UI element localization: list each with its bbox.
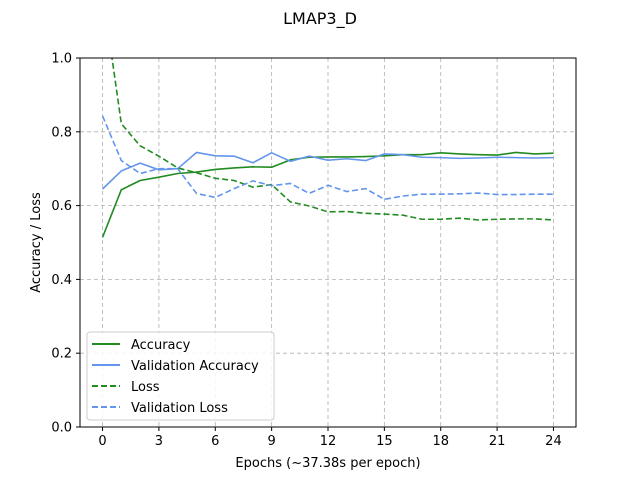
- y-tick-label: 0.0: [51, 421, 72, 436]
- x-tick-label: 15: [376, 434, 393, 449]
- x-tick-label: 0: [98, 434, 106, 449]
- x-tick-label: 24: [545, 434, 562, 449]
- y-tick-label: 0.8: [51, 125, 72, 140]
- y-tick-label: 0.2: [51, 347, 72, 362]
- series-layer: [101, 58, 554, 238]
- x-tick-label: 9: [267, 434, 275, 449]
- y-tick-label: 1.0: [51, 52, 72, 67]
- legend: Accuracy Validation Accuracy Loss Valida…: [86, 331, 275, 421]
- series-line-validation-loss: [101, 115, 554, 201]
- x-tick-label: 6: [211, 434, 219, 449]
- y-tick-label: 0.6: [51, 199, 72, 214]
- chart-title: LMAP3_D: [283, 9, 357, 29]
- series-line-accuracy: [101, 151, 554, 238]
- legend-box: [86, 331, 275, 421]
- x-tick-label: 21: [489, 434, 506, 449]
- legend-label-loss: Loss: [131, 380, 160, 395]
- y-axis-title: Accuracy / Loss: [29, 192, 44, 293]
- y-tick-label: 0.4: [51, 273, 72, 288]
- ticks: 0 3 6 9 12 15 18 21 24 0.0 0.2 0.4 0.6 0.8 1.0: [51, 52, 561, 450]
- legend-label-validation-accuracy: Validation Accuracy: [131, 359, 259, 374]
- x-tick-label: 18: [432, 434, 449, 449]
- x-axis-title: Epochs (~37.38s per epoch): [235, 456, 420, 471]
- legend-label-validation-loss: Validation Loss: [131, 401, 228, 416]
- series-line-loss: [111, 58, 554, 221]
- x-tick-label: 3: [155, 434, 163, 449]
- legend-label-accuracy: Accuracy: [131, 338, 191, 353]
- x-tick-label: 12: [320, 434, 337, 449]
